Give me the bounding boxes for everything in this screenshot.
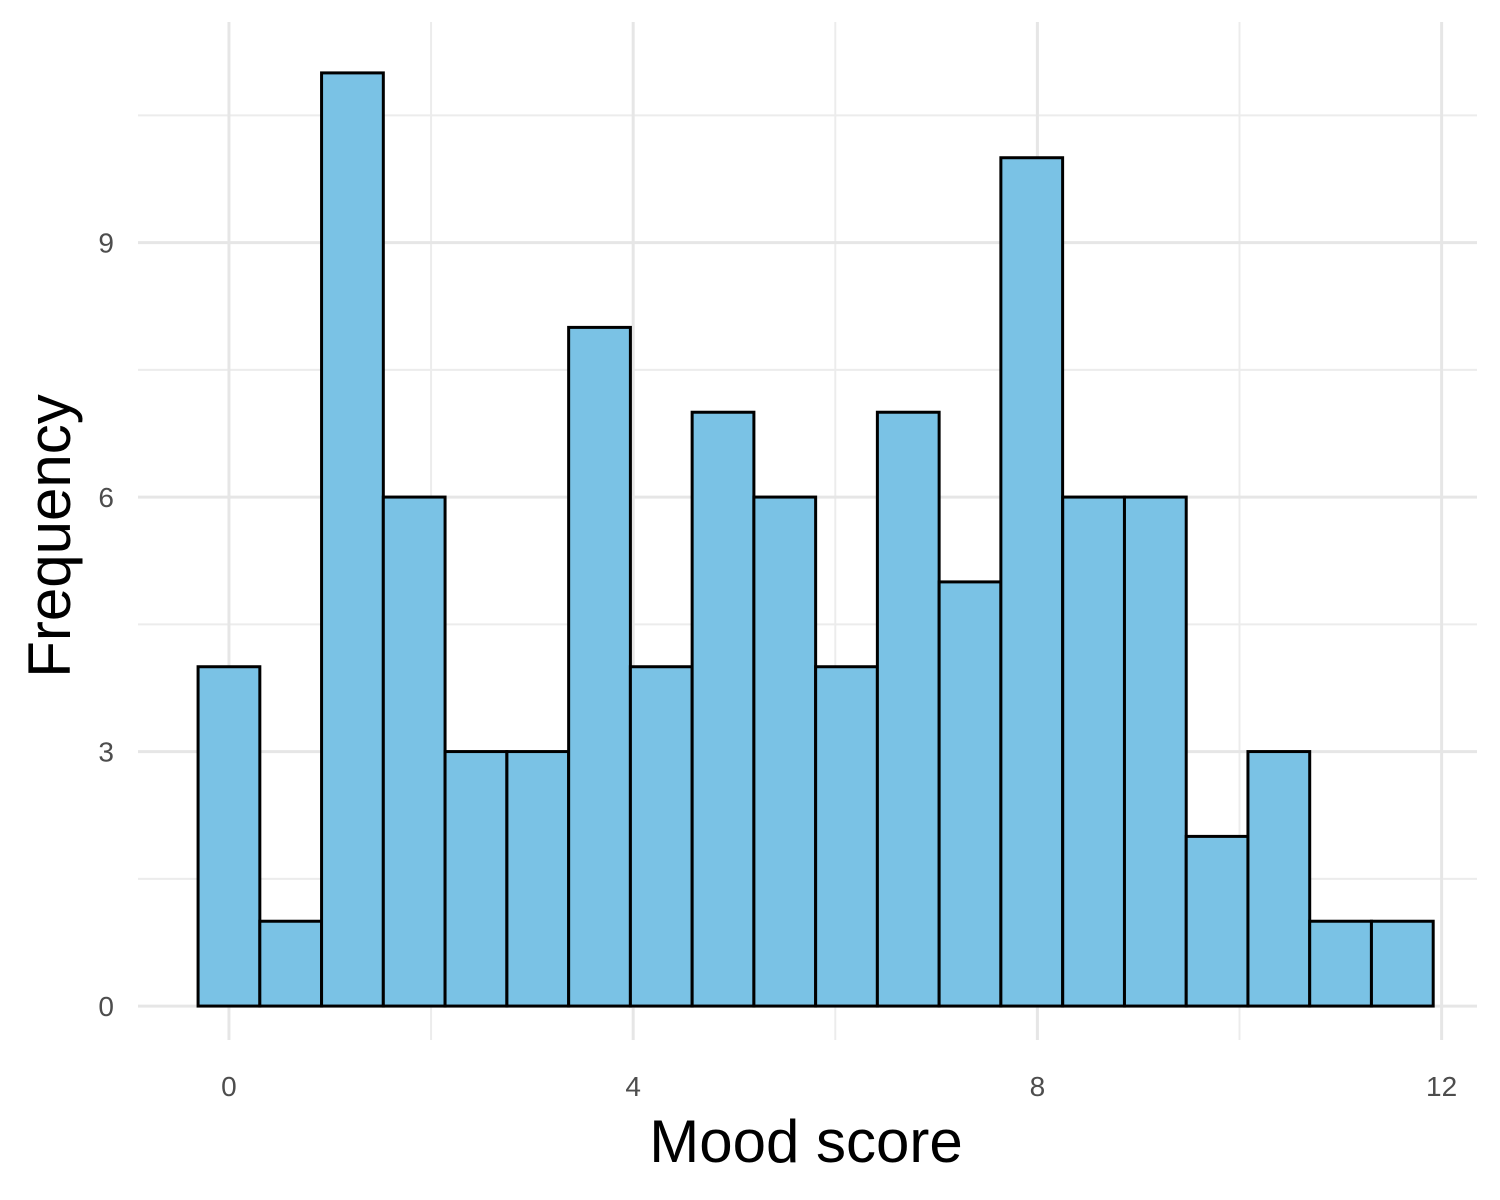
y-tick-label: 0 [98,991,114,1022]
x-tick-label: 4 [625,1071,641,1102]
x-axis-ticks: 0 4 8 12 [221,1071,1457,1102]
histogram-bar-10 [814,665,879,1008]
histogram-bar-7 [628,665,694,1008]
histogram-bars [196,71,1435,1008]
histogram-bar-8 [690,410,756,1008]
y-axis-ticks: 0 3 6 9 [98,228,114,1022]
histogram-bar-19 [1369,919,1435,1008]
histogram-bar-13 [999,156,1065,1008]
histogram-bar-1 [258,919,324,1008]
y-tick-label: 9 [98,228,114,259]
histogram-bar-2 [320,71,385,1008]
histogram-bar-12 [937,580,1003,1008]
histogram-bar-9 [752,495,818,1008]
histogram-bar-14 [1061,495,1126,1008]
y-tick-label: 6 [98,482,114,513]
histogram-bar-5 [505,750,571,1008]
x-tick-label: 12 [1426,1071,1457,1102]
x-axis-title: Mood score [649,1108,962,1175]
histogram-bar-3 [381,495,447,1008]
histogram-bar-18 [1308,919,1373,1008]
histogram-bar-17 [1246,750,1312,1008]
histogram-bar-16 [1184,834,1250,1008]
histogram-bar-4 [443,750,509,1008]
x-tick-label: 0 [221,1071,237,1102]
histogram-bar-6 [567,325,632,1008]
y-axis-title: Frequency [16,394,83,677]
histogram-bar-0 [196,665,262,1008]
histogram-bar-11 [875,410,941,1008]
x-tick-label: 8 [1030,1071,1046,1102]
y-tick-label: 3 [98,737,114,768]
histogram-bar-15 [1122,495,1188,1008]
